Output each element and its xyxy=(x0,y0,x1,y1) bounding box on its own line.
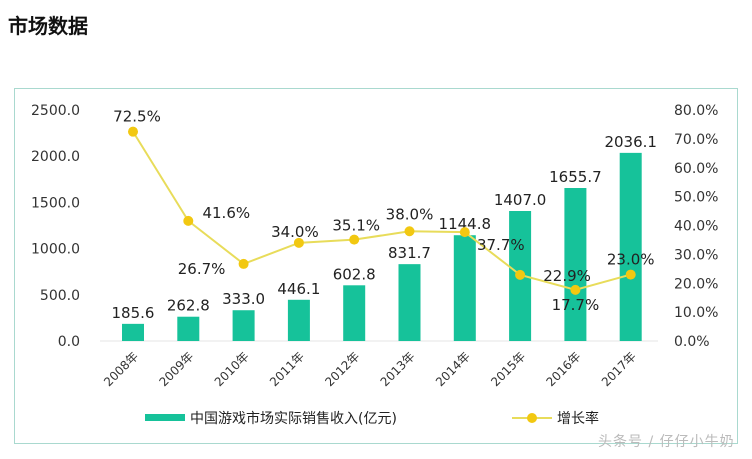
y-left-tick-label: 0.0 xyxy=(58,334,80,350)
growth-rate-marker xyxy=(459,227,470,238)
x-tick-label: 2012年 xyxy=(322,349,362,389)
watermark: 头条号 / 仔仔小牛奶 xyxy=(598,434,735,450)
bar xyxy=(287,299,310,341)
bar-data-label: 446.1 xyxy=(277,280,320,298)
growth-data-label: 35.1% xyxy=(332,217,380,235)
growth-rate-marker xyxy=(570,284,581,295)
x-tick-label: 2017年 xyxy=(599,349,639,389)
bar xyxy=(343,285,366,341)
growth-rate-marker xyxy=(128,126,138,137)
y-right-tick-label: 10.0% xyxy=(674,305,718,321)
growth-data-label: 17.7% xyxy=(552,296,600,314)
growth-rate-marker xyxy=(183,215,194,226)
bar xyxy=(232,310,255,341)
bar-data-label: 1407.0 xyxy=(494,191,547,209)
x-tick-label: 2010年 xyxy=(212,349,252,389)
legend-bar-label: 中国游戏市场实际销售收入(亿元) xyxy=(190,410,397,427)
y-right-tick-label: 40.0% xyxy=(674,219,718,235)
x-tick-label: 2014年 xyxy=(433,349,473,389)
bar xyxy=(453,235,476,341)
bar-data-label: 262.8 xyxy=(167,297,210,315)
legend-line-marker xyxy=(527,413,537,423)
bar xyxy=(619,152,642,341)
y-right-tick-label: 70.0% xyxy=(674,132,718,148)
growth-data-label: 37.7% xyxy=(477,236,525,254)
growth-data-label: 38.0% xyxy=(386,205,434,223)
growth-data-label: 34.0% xyxy=(271,223,319,241)
y-left-tick-label: 1000.0 xyxy=(31,242,80,258)
growth-data-label: 22.9% xyxy=(543,267,591,285)
legend-line-label: 增长率 xyxy=(557,410,599,427)
bar-data-label: 185.6 xyxy=(112,304,155,322)
growth-data-label: 41.6% xyxy=(202,204,250,222)
growth-rate-marker xyxy=(293,237,304,248)
y-left-tick-label: 2500.0 xyxy=(31,103,80,119)
bar xyxy=(398,264,421,341)
y-left-tick-label: 500.0 xyxy=(40,288,80,304)
legend-bar-swatch xyxy=(145,414,185,421)
bar-data-label: 602.8 xyxy=(333,265,376,283)
y-right-tick-label: 30.0% xyxy=(674,247,718,263)
growth-rate-line xyxy=(132,131,631,291)
y-right-tick-label: 80.0% xyxy=(674,103,718,119)
bar xyxy=(564,188,587,341)
x-tick-label: 2016年 xyxy=(544,349,584,389)
x-tick-label: 2013年 xyxy=(378,349,418,389)
y-left-tick-label: 1500.0 xyxy=(31,195,80,211)
growth-rate-marker xyxy=(625,269,636,280)
growth-rate-marker xyxy=(238,258,249,269)
x-tick-label: 2008年 xyxy=(101,349,141,389)
y-right-tick-label: 20.0% xyxy=(674,276,718,292)
x-tick-label: 2015年 xyxy=(488,349,528,389)
growth-data-label: 72.5% xyxy=(113,108,161,126)
bar-data-label: 2036.1 xyxy=(604,133,657,151)
bar xyxy=(177,316,200,341)
y-right-tick-label: 50.0% xyxy=(674,190,718,206)
bar xyxy=(122,323,144,341)
growth-data-label: 23.0% xyxy=(607,251,655,269)
y-right-tick-label: 60.0% xyxy=(674,161,718,177)
chart-frame xyxy=(14,88,738,444)
y-right-tick-label: 0.0% xyxy=(674,334,710,350)
bar-data-label: 831.7 xyxy=(388,244,431,262)
x-tick-label: 2009年 xyxy=(156,349,196,389)
growth-data-label: 26.7% xyxy=(178,260,226,278)
growth-rate-marker xyxy=(515,269,526,280)
y-left-tick-label: 2000.0 xyxy=(31,149,80,165)
x-tick-label: 2011年 xyxy=(267,349,307,389)
page-title: 市场数据 xyxy=(8,14,88,38)
growth-rate-marker xyxy=(404,226,415,237)
bar-data-label: 1655.7 xyxy=(549,168,602,186)
growth-rate-marker xyxy=(349,234,360,245)
bar-data-label: 333.0 xyxy=(222,290,265,308)
bar-data-label: 1144.8 xyxy=(439,215,492,233)
